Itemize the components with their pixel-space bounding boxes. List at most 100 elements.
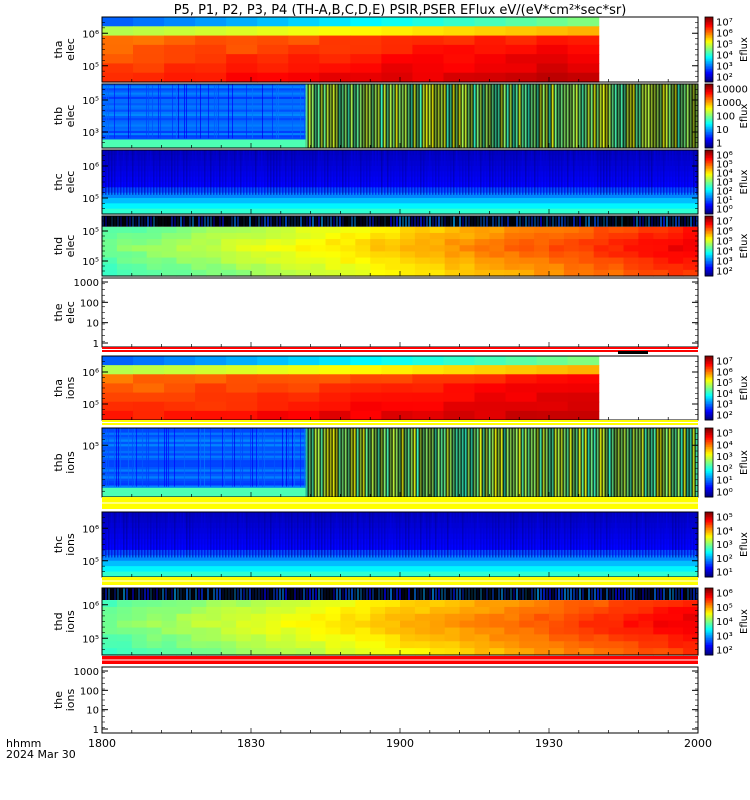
y-tick-label: 10⁵: [82, 441, 99, 452]
colorbar-tick-label: 10⁶: [716, 227, 733, 238]
y-tick-label: 10⁶: [82, 29, 99, 40]
x-tick-label: 1930: [535, 737, 563, 750]
panel-thd-ions: 10⁶ 10⁵ 10⁶ 10⁵ 10⁴ 10³ 10² Eflux thd ions: [52, 587, 750, 657]
panel-probe-label: tha: [52, 379, 65, 397]
colorbar-tick-label: 10³: [716, 257, 733, 268]
x-tick-label: 1900: [386, 737, 414, 750]
panel-probe-label: the: [52, 303, 65, 321]
panel-species-label: elec: [64, 105, 77, 128]
time-label: hhmm: [6, 737, 41, 750]
panel-probe-label: the: [52, 691, 65, 709]
y-tick-label: 10⁵: [82, 227, 99, 238]
colorbar-tick-label: 10²: [716, 554, 733, 565]
colorbar-tick-label: 10⁵: [716, 237, 733, 248]
panel-probe-label: thd: [52, 237, 65, 255]
panel-thc-ions: 10⁶ 10⁵ 10⁵ 10⁴ 10³ 10² 10¹ Eflux thc ions: [52, 511, 750, 579]
colorbar-tick-label: 1: [716, 139, 722, 150]
y-tick-label: 10⁶: [82, 524, 99, 535]
colorbar-tick-label: 10²: [716, 411, 733, 422]
colorbar-tick-label: 10⁵: [716, 40, 733, 51]
flag-mark: [618, 351, 648, 354]
y-tick-label: 10⁵: [82, 634, 99, 645]
y-tick-label: 10⁵: [82, 62, 99, 73]
y-tick-label: 1: [93, 339, 99, 350]
panel-species-label: elec: [64, 38, 77, 61]
y-tick-label: 1000: [74, 667, 99, 678]
colorbar-tick-label: 10³: [716, 62, 733, 73]
colorbar-unit-label: Eflux: [739, 450, 750, 475]
panel-probe-label: thc: [52, 536, 65, 553]
colorbar-tick-label: 10⁰: [716, 488, 733, 499]
y-tick-label: 10⁵: [82, 257, 99, 268]
x-tick-label: 1800: [88, 737, 116, 750]
y-tick-label: 1000: [74, 278, 99, 289]
panel-species-label: elec: [64, 171, 77, 194]
panel-species-label: ions: [64, 451, 77, 474]
colorbar-tick-label: 10¹: [716, 568, 733, 579]
colorbar-unit-label: Eflux: [739, 375, 750, 400]
flag-strip-center: [102, 659, 698, 661]
panel-species-label: ions: [64, 688, 77, 711]
colorbar-tick-label: 10³: [716, 400, 733, 411]
colorbar-tick-label: 10⁵: [716, 160, 733, 171]
y-tick-label: 10⁶: [82, 162, 99, 173]
x-tick-label: 1830: [237, 737, 265, 750]
colorbar-unit-label: Eflux: [739, 37, 750, 62]
y-tick-label: 10: [86, 706, 99, 717]
flag-strip-center: [102, 502, 698, 504]
y-tick-label: 1: [93, 725, 99, 736]
colorbar-tick-label: 10⁵: [716, 429, 733, 440]
time-axis: 1800 1830 1900 1930 2000: [88, 77, 712, 750]
figure-title: P5, P1, P2, P3, P4 (TH-A,B,C,D,E) PSIR,P…: [174, 3, 627, 18]
colorbar-tick-label: 10⁴: [716, 247, 733, 258]
colorbar-unit-label: Eflux: [739, 233, 750, 258]
colorbar-tick-label: 1000: [716, 98, 741, 109]
colorbar-tick-label: 10⁷: [716, 217, 733, 228]
y-tick-label: 10⁵: [82, 96, 99, 107]
panel-species-label: ions: [64, 533, 77, 556]
colorbar-unit-label: Eflux: [739, 103, 750, 128]
colorbar-tick-label: 10⁶: [716, 589, 733, 600]
colorbar-tick-label: 10⁵: [716, 603, 733, 614]
colorbar-tick-label: 10³: [716, 631, 733, 642]
panel-species-label: elec: [64, 301, 77, 324]
colorbar-tick-label: 10³: [716, 452, 733, 463]
colorbar-tick-label: 10000: [716, 85, 748, 96]
y-tick-label: 10⁵: [82, 400, 99, 411]
date-label: 2024 Mar 30: [6, 748, 76, 761]
panel-thb-elec: 10⁵ 10³ 10000 1000 100 10 1 Eflux thb elec: [52, 83, 750, 150]
y-tick-label: 10⁶: [82, 368, 99, 379]
colorbar-tick-label: 10²: [716, 646, 733, 657]
colorbar-tick-label: 10¹: [716, 476, 733, 487]
panel-species-label: ions: [64, 376, 77, 399]
y-tick-label: 10: [86, 319, 99, 330]
colorbar-tick-label: 10⁴: [716, 389, 733, 400]
colorbar-tick-label: 10: [716, 125, 729, 136]
colorbar-tick-label: 10²: [716, 187, 733, 198]
panel-probe-label: tha: [52, 40, 65, 58]
flag-strip-center: [102, 349, 698, 350]
flag-strip-center: [102, 422, 698, 423]
colorbar-tick-label: 10⁵: [716, 378, 733, 389]
colorbar-tick-label: 10⁴: [716, 526, 733, 537]
colorbar-tick-label: 10⁴: [716, 617, 733, 628]
colorbar-tick-label: 10³: [716, 178, 733, 189]
y-tick-label: 100: [80, 298, 99, 309]
panel-probe-label: thc: [52, 173, 65, 190]
panel-probe-label: thd: [52, 612, 65, 630]
colorbar-tick-label: 10⁷: [716, 357, 733, 368]
colorbar-tick-label: 10⁴: [716, 169, 733, 180]
colorbar-tick-label: 10⁶: [716, 29, 733, 40]
x-tick-label: 2000: [684, 737, 712, 750]
colorbar-tick-label: 10⁶: [716, 151, 733, 162]
colorbar-tick-label: 10⁰: [716, 205, 733, 216]
y-tick-label: 10⁶: [82, 601, 99, 612]
colorbar-tick-label: 10²: [716, 73, 733, 84]
y-tick-label: 10³: [82, 128, 99, 139]
y-tick-label: 10⁵: [82, 194, 99, 205]
colorbar-unit-label: Eflux: [739, 169, 750, 194]
